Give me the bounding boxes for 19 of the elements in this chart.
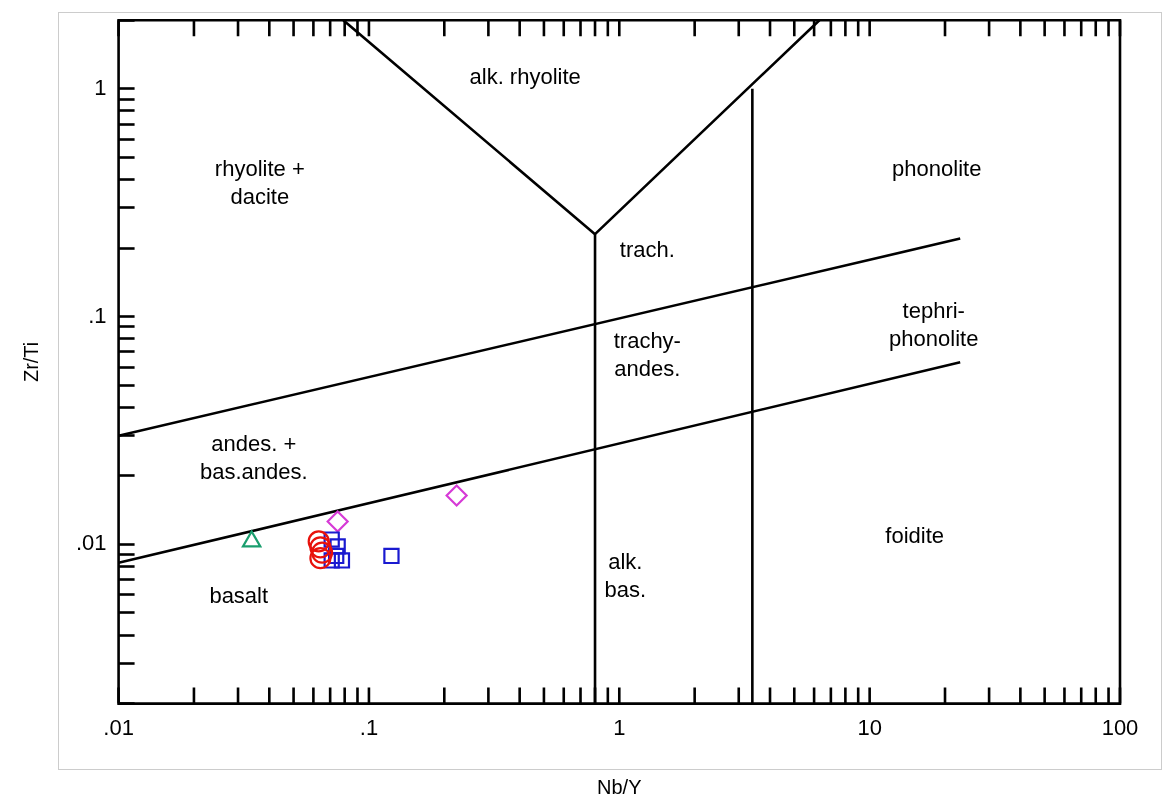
annotation: phonolite (892, 155, 982, 181)
x-tick-label: 1 (613, 714, 626, 740)
annotation: tephri- phonolite (889, 297, 979, 351)
annotation: trachy- andes. (613, 327, 681, 381)
y-axis-title: Zr/Ti (19, 341, 42, 383)
annotation: foidite (885, 522, 945, 548)
y-tick-label: 1 (94, 74, 107, 100)
y-tick-label: .01 (75, 530, 107, 556)
annotation: alk. bas. (604, 549, 647, 603)
x-tick-label: .1 (359, 714, 379, 740)
annotation: andes. + bas.andes. (199, 431, 308, 485)
annotation: alk. rhyolite (469, 63, 581, 89)
y-tick-label: .1 (88, 302, 107, 328)
annotation: rhyolite + dacite (214, 156, 305, 210)
x-tick-label: 10 (857, 714, 882, 740)
annotation: trach. (619, 237, 675, 263)
x-tick-label: 100 (1101, 714, 1139, 740)
annotation: basalt (209, 583, 269, 609)
x-axis-title: Nb/Y (597, 775, 642, 798)
